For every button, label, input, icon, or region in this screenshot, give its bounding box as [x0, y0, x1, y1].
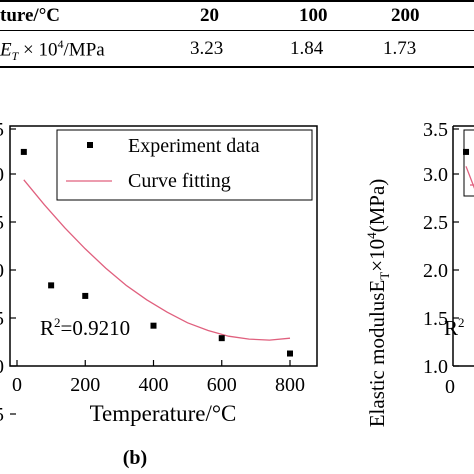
data-points-group-right — [463, 148, 470, 155]
table-mid-rule — [0, 30, 474, 31]
x-tick-label-right-0: 0 — [445, 376, 455, 398]
data-point — [82, 292, 89, 299]
r-squared-annotation: R2=0.9210 — [40, 315, 130, 340]
data-point — [20, 148, 27, 155]
plot-frame — [9, 125, 318, 367]
legend-box — [56, 129, 313, 201]
data-points-group — [20, 148, 293, 357]
y-tick-label: 5 — [0, 212, 4, 234]
y-axis-ticks: 5 0 5 0 5 0 5 — [0, 119, 16, 426]
data-point — [48, 282, 55, 289]
y-tick-label-right: 1.5 — [423, 308, 448, 330]
y-tick-label: 0 — [0, 260, 4, 282]
y-axis-ticks-right: 3.5 3.0 2.5 2.0 1.5 1.0 — [423, 119, 459, 378]
y-tick-label-right: 3.5 — [423, 119, 448, 141]
legend-box-right — [463, 129, 474, 197]
table-header-label: ture/°C — [0, 5, 61, 26]
fit-curve — [23, 179, 291, 341]
table-value-100: 1.84 — [290, 38, 324, 59]
y-tick-label-right: 1.0 — [423, 356, 448, 378]
data-point-right — [463, 148, 470, 155]
table-value-200: 1.73 — [383, 38, 417, 59]
data-point — [287, 350, 293, 357]
y-tick-label: 5 — [0, 119, 4, 141]
panel-label-b: (b) — [123, 447, 147, 469]
y-tick-label: 5 — [0, 404, 4, 426]
y-tick-label: 0 — [0, 356, 4, 378]
y-tick-label-right: 3.0 — [423, 164, 448, 186]
legend-marker-experiment — [87, 142, 93, 148]
data-point — [150, 322, 157, 329]
x-tick-label: 200 — [70, 374, 100, 396]
y-tick-label-right: 2.5 — [423, 212, 448, 234]
table-bottom-rule — [0, 66, 474, 68]
table-value-20: 3.23 — [190, 38, 224, 59]
r-squared-annotation-right: R2 — [444, 315, 465, 340]
x-tick-label: 400 — [139, 374, 169, 396]
y-axis-title-right: Elastic modulusET×104(MPa) — [364, 179, 392, 428]
table-header-temp-20: 20 — [200, 5, 219, 26]
legend-label-experiment: Experiment data — [128, 135, 260, 157]
x-axis-ticks: 0 200 400 600 800 — [12, 360, 305, 396]
chart-c: Elastic modulusET×104(MPa) 3.5 3.0 2.5 2.0 1… — [364, 119, 474, 427]
table-top-rule — [0, 0, 474, 2]
table-header-temp-200: 200 — [391, 5, 420, 26]
y-tick-label-right: 2.0 — [423, 260, 448, 282]
x-axis-title: Temperature/°C — [90, 401, 237, 426]
data-table: ture/°C 20 100 200 ET × 104/MPa 3.23 1.8… — [0, 0, 474, 70]
legend-label-curve: Curve fitting — [128, 170, 231, 192]
x-tick-label: 0 — [12, 374, 22, 396]
table-row-label: ET × 104/MPa — [0, 37, 105, 64]
x-tick-label: 800 — [275, 374, 305, 396]
fit-curve-group — [23, 179, 291, 341]
x-tick-label: 600 — [207, 374, 237, 396]
y-tick-label: 0 — [0, 164, 4, 186]
data-point — [218, 335, 225, 342]
y-tick-label: 5 — [0, 308, 4, 330]
table-header-temp-100: 100 — [299, 5, 328, 26]
